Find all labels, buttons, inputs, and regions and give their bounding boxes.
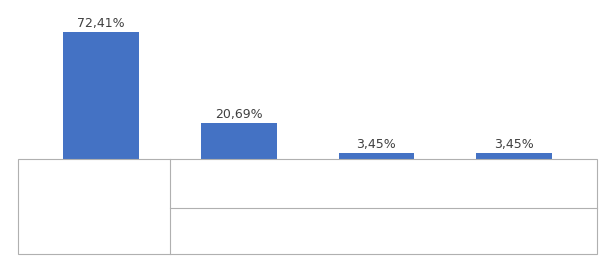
Text: pas de SPR: pas de SPR: [59, 225, 129, 238]
Text: SPR: SPR: [371, 225, 395, 238]
Bar: [201, 123, 276, 159]
Bar: [476, 153, 552, 159]
Text: 3,45%: 3,45%: [356, 138, 396, 151]
Text: modérée: modérée: [348, 177, 404, 190]
Text: minime: minime: [215, 177, 262, 190]
Text: sérée: sérée: [497, 177, 532, 190]
Bar: [339, 153, 414, 159]
Text: 3,45%: 3,45%: [495, 138, 534, 151]
Text: 20,69%: 20,69%: [215, 108, 262, 121]
Text: 72,41%: 72,41%: [77, 17, 125, 30]
Bar: [63, 32, 139, 159]
